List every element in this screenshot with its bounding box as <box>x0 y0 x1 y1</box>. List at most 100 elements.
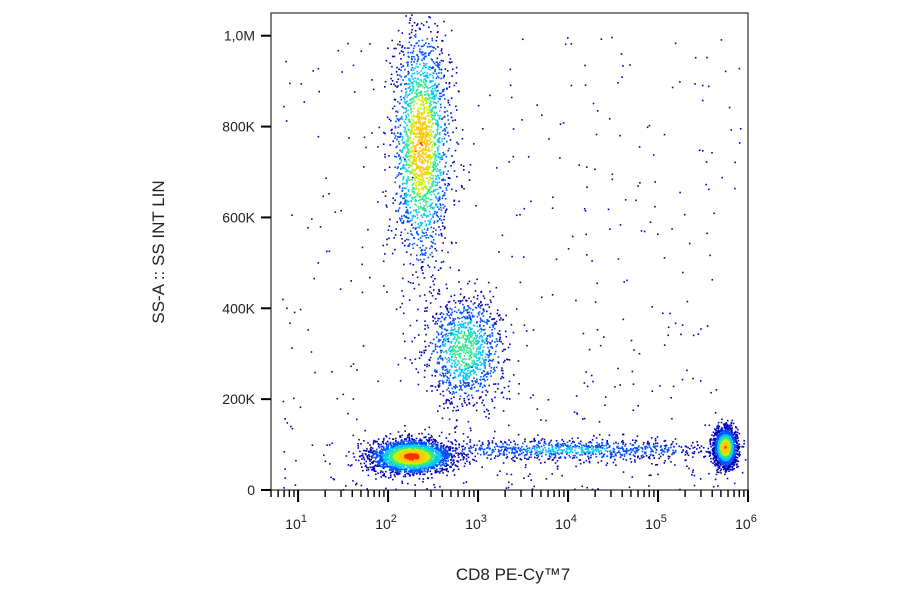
event-point <box>715 440 718 443</box>
event-point <box>435 369 438 372</box>
event-point <box>405 192 407 194</box>
event-point <box>399 468 402 471</box>
event-point <box>495 442 497 445</box>
event-point <box>363 136 366 139</box>
event-point <box>442 472 444 474</box>
event-point <box>462 452 465 454</box>
event-point <box>713 454 715 457</box>
event-point <box>407 441 410 443</box>
event-point <box>440 50 443 52</box>
event-point <box>622 441 625 444</box>
event-point <box>482 375 485 378</box>
event-point <box>723 464 726 467</box>
event-point <box>401 187 404 189</box>
event-point <box>628 486 631 489</box>
event-point <box>606 441 609 444</box>
event-point <box>413 470 416 473</box>
event-point <box>461 450 463 453</box>
event-point <box>463 315 465 318</box>
event-point <box>384 195 387 197</box>
event-point <box>391 132 393 134</box>
event-point <box>425 224 428 227</box>
event-point <box>436 447 438 450</box>
event-point <box>453 459 455 461</box>
event-point <box>581 451 583 454</box>
event-point <box>514 449 517 451</box>
event-point <box>405 94 407 96</box>
event-point <box>363 440 365 442</box>
event-point <box>402 467 405 469</box>
event-point <box>728 470 730 472</box>
event-point <box>718 459 720 461</box>
event-point <box>482 329 485 331</box>
event-point <box>478 440 481 442</box>
event-point <box>439 204 442 206</box>
event-point <box>483 334 485 336</box>
event-point <box>438 290 441 293</box>
event-point <box>537 454 540 456</box>
event-point <box>461 320 463 323</box>
event-point <box>428 437 430 439</box>
event-point <box>598 445 601 448</box>
event-point <box>467 382 469 384</box>
event-point <box>644 451 647 454</box>
event-point <box>726 477 729 480</box>
event-point <box>460 288 462 290</box>
event-point <box>400 98 403 101</box>
event-point <box>723 423 725 426</box>
event-point <box>435 197 437 199</box>
event-point <box>712 486 715 488</box>
event-point <box>411 473 414 475</box>
event-point <box>741 445 743 448</box>
event-point <box>450 321 452 323</box>
event-point <box>646 442 649 444</box>
event-point <box>401 151 404 154</box>
event-point <box>644 448 647 450</box>
event-point <box>411 467 414 469</box>
event-point <box>437 89 439 92</box>
event-point <box>723 466 725 469</box>
event-point <box>485 415 487 418</box>
event-point <box>406 472 408 475</box>
event-point <box>311 218 313 220</box>
event-point <box>698 149 701 151</box>
event-point <box>384 156 386 158</box>
event-point <box>393 473 396 476</box>
event-point <box>709 450 711 453</box>
event-point <box>435 313 437 316</box>
event-point <box>401 434 404 437</box>
event-point <box>425 223 427 226</box>
event-point <box>658 453 660 456</box>
event-point <box>451 308 453 311</box>
event-point <box>405 187 407 190</box>
event-point <box>429 68 431 71</box>
event-point <box>457 324 459 326</box>
event-point <box>478 313 480 316</box>
event-point <box>723 424 726 427</box>
event-point <box>357 443 359 445</box>
event-point <box>435 77 438 80</box>
event-point <box>733 451 736 453</box>
event-point <box>428 54 430 56</box>
event-point <box>469 463 471 465</box>
event-point <box>500 450 502 452</box>
event-point <box>449 459 452 461</box>
event-point <box>487 360 490 363</box>
event-point <box>575 299 577 302</box>
event-point <box>498 251 500 253</box>
event-point <box>439 447 442 450</box>
event-point <box>400 159 403 161</box>
event-point <box>428 52 430 55</box>
event-point <box>408 473 410 476</box>
event-point <box>480 305 482 307</box>
event-point <box>396 467 399 470</box>
event-point <box>382 191 384 193</box>
event-point <box>460 387 462 390</box>
event-point <box>525 330 528 332</box>
event-point <box>462 482 465 484</box>
event-point <box>513 374 515 376</box>
event-point <box>423 349 425 352</box>
event-point <box>548 444 550 447</box>
event-point <box>711 452 714 455</box>
event-point <box>663 462 666 464</box>
